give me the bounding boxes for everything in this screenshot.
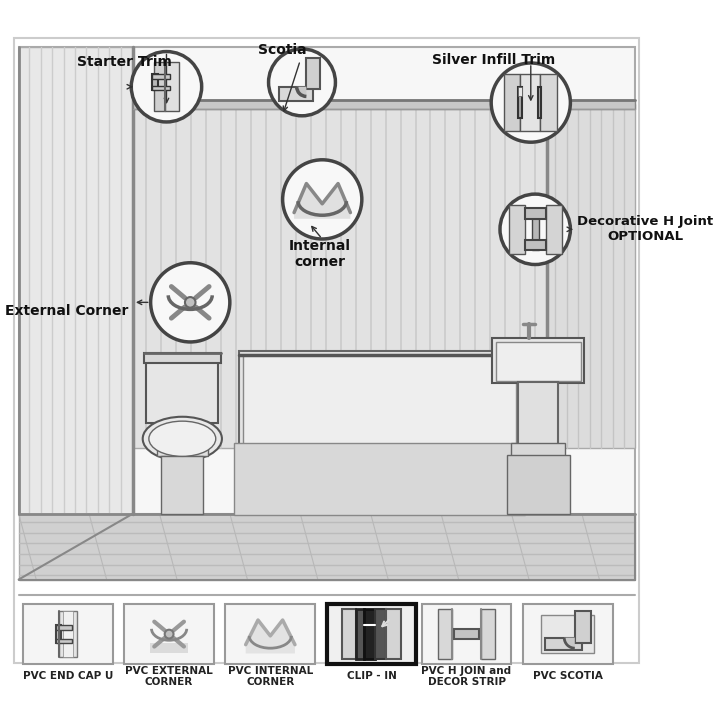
Bar (509, 204, 525, 254)
Bar (234, 443, 525, 516)
Bar (538, 86, 541, 118)
Bar (531, 208, 539, 251)
Polygon shape (246, 620, 295, 654)
Text: Starter Trim: Starter Trim (77, 55, 171, 69)
Text: Internal
corner: Internal corner (289, 239, 351, 269)
Bar (545, 638, 582, 650)
Bar (56, 625, 61, 643)
Bar (157, 438, 208, 456)
Bar (492, 338, 585, 383)
Bar (364, 609, 375, 659)
Bar (161, 456, 204, 513)
Wedge shape (297, 86, 307, 96)
Bar (133, 100, 634, 109)
Bar (133, 104, 546, 448)
Text: Scotia: Scotia (258, 42, 307, 57)
Polygon shape (294, 184, 351, 219)
Bar (341, 609, 356, 659)
Ellipse shape (149, 421, 216, 456)
Text: Decorative H Joint
OPTIONAL: Decorative H Joint OPTIONAL (577, 215, 714, 243)
Circle shape (283, 160, 362, 239)
Bar (505, 74, 521, 131)
Bar (56, 625, 72, 630)
Text: PVC INTERNAL
CORNER: PVC INTERNAL CORNER (228, 665, 313, 687)
Circle shape (131, 52, 202, 122)
Bar (146, 359, 218, 423)
Bar (153, 86, 170, 90)
Bar (518, 86, 522, 118)
Bar (59, 611, 77, 657)
Bar (438, 609, 452, 659)
Circle shape (269, 49, 336, 116)
Bar (153, 74, 170, 78)
Text: Silver Infill Trim: Silver Infill Trim (432, 53, 555, 68)
Bar (546, 204, 562, 254)
Bar (523, 604, 613, 664)
Text: PVC H JOIN and
DECOR STRIP: PVC H JOIN and DECOR STRIP (421, 665, 512, 687)
Wedge shape (564, 638, 575, 648)
Bar (541, 615, 594, 654)
Bar (307, 58, 320, 89)
Bar (19, 47, 133, 513)
Circle shape (491, 63, 570, 142)
Bar (63, 611, 73, 657)
Bar (153, 74, 158, 90)
Polygon shape (19, 513, 634, 580)
Bar (518, 86, 522, 96)
Bar (327, 604, 416, 664)
Bar (518, 382, 558, 448)
Text: CLIP - IN: CLIP - IN (346, 671, 397, 681)
Bar (511, 443, 565, 456)
Bar (23, 604, 113, 664)
Bar (225, 604, 315, 664)
Circle shape (500, 194, 570, 264)
Bar (507, 454, 570, 513)
Ellipse shape (143, 417, 222, 461)
Circle shape (150, 263, 230, 342)
Bar (575, 611, 590, 643)
Polygon shape (150, 643, 189, 654)
Bar (495, 342, 581, 381)
Text: PVC END CAP U: PVC END CAP U (23, 671, 113, 681)
Bar (539, 74, 557, 131)
Circle shape (185, 297, 196, 307)
Bar (56, 639, 72, 643)
Bar (238, 351, 521, 452)
Bar (19, 47, 634, 513)
Circle shape (165, 630, 174, 639)
Text: External Corner: External Corner (5, 304, 129, 318)
Bar (243, 355, 516, 448)
Text: PVC SCOTIA: PVC SCOTIA (533, 671, 603, 681)
Bar (521, 74, 539, 131)
Bar (525, 208, 546, 219)
Bar (143, 353, 221, 363)
Bar (154, 62, 165, 112)
Bar (125, 604, 214, 664)
Bar (525, 240, 546, 251)
Bar (279, 86, 312, 101)
Bar (375, 609, 386, 659)
Bar (165, 62, 179, 112)
Bar (386, 609, 402, 659)
Bar (422, 604, 511, 664)
Bar (454, 629, 479, 639)
Bar (546, 104, 634, 448)
Bar (481, 609, 495, 659)
Bar (356, 609, 364, 659)
Text: PVC EXTERNAL
CORNER: PVC EXTERNAL CORNER (125, 665, 213, 687)
